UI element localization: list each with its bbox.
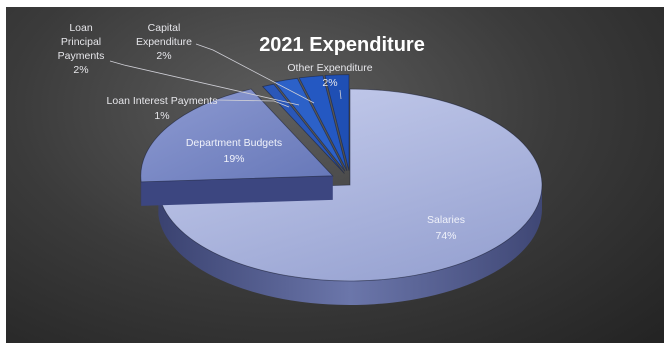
slice-label-other-expenditure: Other Expenditure 2% <box>287 62 372 89</box>
slice-label-capital-expenditure: Capital Expenditure 2% <box>136 22 192 62</box>
chart-panel: 2021 Expenditure Salaries 74% Department B… <box>6 7 664 343</box>
pie-slice-top-other-expenditure <box>324 74 350 171</box>
pie-slice-top-department-budgets <box>140 88 334 183</box>
pie-layer <box>140 74 543 305</box>
leader-line-other-expenditure <box>339 89 342 100</box>
leader-line-capital-expenditure <box>195 43 315 104</box>
slice-label-department-budgets: Department Budgets 19% <box>186 137 282 165</box>
pie-slice-salaries <box>157 88 543 305</box>
chart-title: 2021 Expenditure <box>259 34 425 56</box>
pie-chart: 2021 Expenditure Salaries 74% Department B… <box>58 22 543 305</box>
leader-line-loan-principal-payments <box>109 60 300 106</box>
pie-slice-capital-expenditure <box>298 75 348 172</box>
label-layer: Salaries 74% Department Budgets 19% Loan Int… <box>58 22 465 242</box>
pie-slice-top-salaries <box>157 88 543 282</box>
pie-slice-department-budgets <box>140 88 334 206</box>
pie-slice-edge-department-budgets <box>141 175 333 206</box>
slice-label-salaries: Salaries 74% <box>427 214 465 242</box>
pie-slice-other-expenditure <box>324 74 350 171</box>
pie-slice-top-capital-expenditure <box>298 75 348 172</box>
pie-slice-side-salaries <box>158 185 542 305</box>
pie-slice-loan-interest-payments <box>261 83 345 174</box>
leader-line-loan-interest-payments <box>215 99 290 108</box>
slice-label-loan-interest-payments: Loan Interest Payments 1% <box>107 95 218 122</box>
slice-label-loan-principal-payments: Loan Principal Payments 2% <box>58 22 105 76</box>
pie-slice-top-loan-interest-payments <box>261 83 345 174</box>
